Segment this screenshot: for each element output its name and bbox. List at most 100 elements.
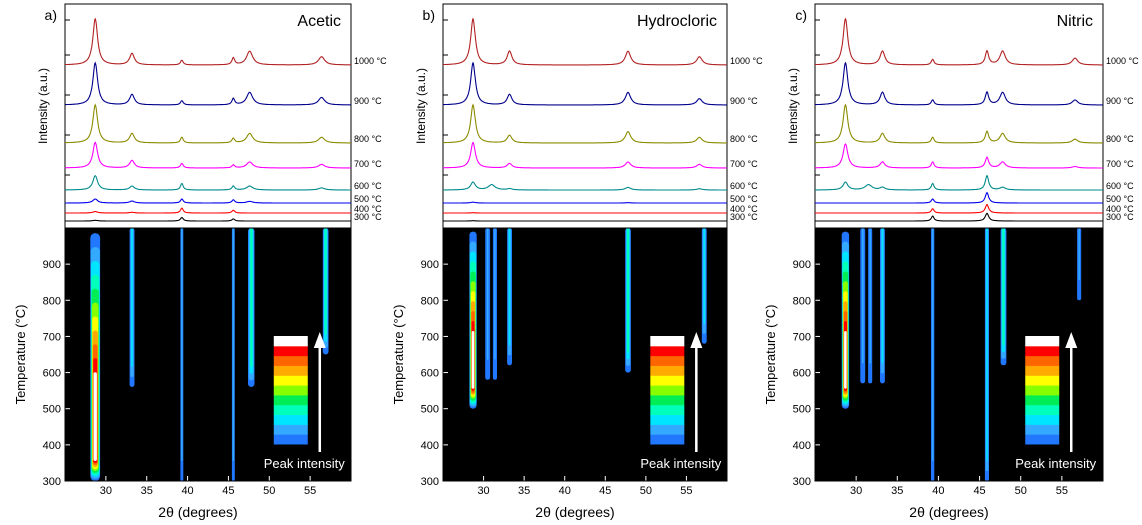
contour-band bbox=[494, 228, 496, 360]
y-tick-label: 900 bbox=[793, 259, 811, 271]
top-y-axis-label: Intensity (a.u.) bbox=[786, 68, 800, 144]
x-tick-label: 50 bbox=[263, 485, 275, 497]
x-tick-label: 45 bbox=[973, 485, 985, 497]
colorbar-step bbox=[650, 394, 685, 406]
y-tick-label: 400 bbox=[421, 440, 439, 452]
xrd-trace-1000 bbox=[442, 17, 727, 66]
trace-label-400: 400 °C bbox=[1106, 204, 1134, 214]
trace-label-700: 700 °C bbox=[354, 159, 382, 169]
x-tick-label: 40 bbox=[181, 485, 193, 497]
xrd-trace-300 bbox=[65, 216, 351, 222]
contour-band bbox=[471, 331, 475, 389]
xrd-trace-600 bbox=[443, 181, 727, 191]
colorbar-step bbox=[650, 434, 685, 445]
contour-band bbox=[1002, 228, 1005, 346]
trace-label-500: 500 °C bbox=[730, 194, 758, 204]
colorbar-step bbox=[273, 375, 308, 386]
plot-frame bbox=[64, 3, 352, 229]
trace-label-800: 800 °C bbox=[730, 134, 758, 144]
x-tick-label: 50 bbox=[640, 485, 652, 497]
y-tick-label: 700 bbox=[421, 331, 439, 343]
colorbar-step bbox=[1025, 355, 1060, 366]
y-tick-label: 900 bbox=[421, 259, 439, 271]
contour-band bbox=[931, 228, 934, 461]
contour-band bbox=[250, 228, 253, 367]
y-tick-label: 300 bbox=[421, 476, 439, 488]
contour-frame bbox=[442, 227, 728, 482]
colorbar-step bbox=[273, 434, 308, 445]
x-tick-label: 55 bbox=[1056, 485, 1068, 497]
xrd-trace-700 bbox=[815, 143, 1103, 169]
colorbar-label: Peak intensity bbox=[1015, 456, 1096, 471]
contour-band bbox=[486, 228, 489, 360]
trace-label-1000: 1000 °C bbox=[1106, 56, 1139, 66]
colorbar-step bbox=[650, 336, 685, 347]
colorbar-step bbox=[273, 424, 308, 435]
colorbar-step bbox=[650, 375, 685, 386]
x-axis-label: 2θ (degrees) bbox=[535, 504, 614, 520]
x-tick-label: 35 bbox=[141, 485, 153, 497]
intensity-arrow-head bbox=[1065, 332, 1078, 348]
contour-band bbox=[181, 228, 183, 461]
y-tick-label: 900 bbox=[43, 259, 61, 271]
colorbar-step bbox=[1025, 404, 1060, 416]
contour-band bbox=[508, 228, 511, 346]
colorbar-step bbox=[650, 345, 685, 357]
colorbar-step bbox=[650, 424, 685, 435]
xrd-trace-900 bbox=[65, 61, 351, 106]
colorbar-step bbox=[273, 385, 308, 396]
colorbar-step bbox=[273, 365, 308, 376]
x-tick-label: 55 bbox=[304, 485, 316, 497]
trace-label-500: 500 °C bbox=[1106, 194, 1134, 204]
plot-frame bbox=[814, 3, 1104, 229]
x-axis-label: 2θ (degrees) bbox=[158, 504, 237, 520]
x-tick-label: 55 bbox=[680, 485, 692, 497]
x-tick-label: 30 bbox=[477, 485, 489, 497]
contour-band bbox=[844, 331, 847, 389]
trace-label-600: 600 °C bbox=[1106, 181, 1134, 191]
colorbar-step bbox=[273, 336, 308, 347]
xrd-trace-500 bbox=[443, 201, 727, 204]
trace-label-1000: 1000 °C bbox=[354, 56, 387, 66]
trace-label-300: 300 °C bbox=[1106, 212, 1134, 222]
panel-letter: b) bbox=[423, 7, 435, 23]
trace-label-400: 400 °C bbox=[354, 204, 382, 214]
y-tick-label: 400 bbox=[793, 440, 811, 452]
colorbar-label: Peak intensity bbox=[640, 456, 721, 471]
y-tick-label: 500 bbox=[43, 404, 61, 416]
y-tick-label: 800 bbox=[421, 295, 439, 307]
contour-band bbox=[232, 228, 235, 461]
contour-band bbox=[131, 228, 133, 367]
contour-background bbox=[815, 228, 1103, 481]
xrd-trace-400 bbox=[815, 203, 1103, 214]
y-tick-label: 600 bbox=[793, 368, 811, 380]
contour-frame bbox=[814, 227, 1104, 482]
contour-band bbox=[93, 372, 97, 461]
contour-plot: Peak intensity 30 35 40 45 50 55 300 400 500 600 70… bbox=[763, 227, 1104, 520]
trace-label-300: 300 °C bbox=[730, 212, 758, 222]
xrd-trace-800 bbox=[65, 103, 351, 144]
contour-plot: Peak intensity 30 35 40 45 50 55 300 400 500 600 70… bbox=[391, 227, 728, 520]
trace-label-900: 900 °C bbox=[1106, 96, 1134, 106]
bottom-y-axis-label: Temperature (°C) bbox=[763, 305, 778, 405]
y-tick-label: 500 bbox=[421, 404, 439, 416]
y-tick-label: 300 bbox=[43, 476, 61, 488]
colorbar-step bbox=[273, 394, 308, 406]
x-tick-label: 35 bbox=[891, 485, 903, 497]
plot-frame bbox=[442, 3, 728, 229]
xrd-trace-700 bbox=[443, 141, 727, 169]
contour-band bbox=[324, 228, 327, 335]
y-tick-label: 500 bbox=[793, 404, 811, 416]
xrd-trace-900 bbox=[815, 61, 1103, 106]
trace-label-800: 800 °C bbox=[354, 134, 382, 144]
colorbar-step bbox=[1025, 375, 1060, 386]
colorbar-step bbox=[650, 355, 685, 366]
xrd-trace-900 bbox=[443, 61, 727, 106]
xrd-trace-600 bbox=[815, 174, 1103, 191]
y-tick-label: 800 bbox=[793, 295, 811, 307]
colorbar-step bbox=[650, 385, 685, 396]
intensity-arrow-head bbox=[313, 332, 326, 348]
